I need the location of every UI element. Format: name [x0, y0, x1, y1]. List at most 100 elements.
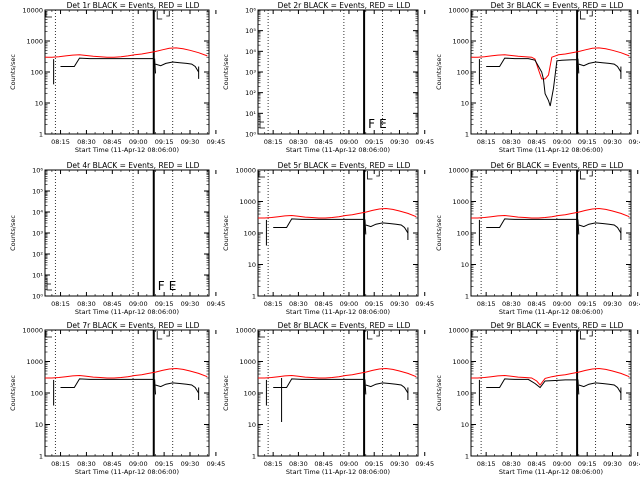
flag-letter: E: [379, 117, 387, 131]
y-axis-label: Counts/sec: [9, 375, 17, 411]
y-tick-label: 10²: [32, 251, 43, 259]
panel-9: Det 9r BLACK = Events, RED = LLD 1 10 100 10…: [435, 321, 640, 476]
y-tick-label: 1000: [452, 198, 469, 206]
x-tick-label: 08:30: [289, 460, 308, 468]
plot-frame: [44, 9, 210, 135]
top-bracket: [156, 11, 170, 20]
flag-letter: E: [169, 279, 177, 293]
y-axis-label: Counts/sec: [435, 215, 443, 251]
top-bracket: [367, 331, 380, 340]
x-tick-label: 09:15: [365, 300, 384, 308]
x-axis-label: Start Time (11-Apr-12 08:06:00): [286, 308, 390, 316]
lld-series-line: [258, 207, 417, 219]
y-tick-label: 10: [248, 421, 256, 429]
y-tick-label: 1000: [26, 358, 43, 366]
x-tick-label: 09:15: [155, 138, 174, 146]
y-tick-label: 1000: [452, 38, 469, 46]
plot-frame: [257, 9, 419, 135]
x-tick-label: 09:15: [365, 138, 384, 146]
x-tick-label: 09:45: [628, 300, 640, 308]
top-left-bracket: [471, 171, 478, 178]
events-series-line: [60, 57, 200, 73]
x-tick-label: 09:00: [553, 138, 572, 146]
events-gap-drop: [154, 58, 156, 74]
events-gap-drop: [577, 219, 580, 235]
x-tick-label: 09:45: [628, 138, 640, 146]
events-gap-drop: [364, 219, 367, 235]
y-tick-label: 10⁴: [32, 209, 43, 217]
x-tick-label: 09:45: [207, 460, 226, 468]
y-tick-label: 100: [457, 230, 469, 238]
lld-series-line: [45, 47, 208, 58]
x-tick-label: 09:45: [207, 300, 226, 308]
y-tick-label: 10⁰: [245, 131, 256, 139]
events-series-line: [486, 57, 622, 107]
x-tick-label: 09:00: [129, 300, 148, 308]
x-tick-label: 09:45: [415, 138, 434, 146]
y-axis-label: Counts/sec: [222, 375, 230, 411]
top-left-bracket: [45, 331, 52, 338]
y-tick-label: 10000: [448, 167, 469, 175]
events-gap-drop: [577, 379, 580, 395]
x-tick-label: 08:45: [103, 300, 122, 308]
events-series-line: [60, 378, 200, 394]
panel-title: Det 7r BLACK = Events, RED = LLD: [67, 321, 200, 330]
panel-title: Det 2r BLACK = Events, RED = LLD: [278, 1, 411, 10]
y-tick-label: 1: [252, 453, 256, 461]
x-tick-label: 08:45: [527, 300, 546, 308]
panel-4: Det 4r BLACK = Events, RED = LLD 10⁰ 10¹ 10…: [9, 161, 225, 316]
x-tick-label: 09:00: [340, 300, 359, 308]
x-tick-label: 09:30: [181, 300, 200, 308]
x-tick-label: 09:45: [415, 460, 434, 468]
y-tick-label: 1000: [239, 358, 256, 366]
y-tick-label: 10: [248, 261, 256, 269]
plot-frame: [470, 169, 632, 297]
x-tick-label: 09:00: [129, 138, 148, 146]
plot-frame: [470, 329, 632, 457]
x-axis-label: Start Time (11-Apr-12 08:06:00): [286, 146, 390, 154]
x-tick-label: 08:45: [103, 138, 122, 146]
y-tick-label: 100: [244, 390, 256, 398]
y-tick-label: 10000: [22, 7, 43, 15]
y-tick-label: 10⁶: [245, 7, 256, 15]
panel-7: Det 7r BLACK = Events, RED = LLD 1 10 100 10…: [9, 321, 225, 476]
x-tick-label: 08:15: [51, 300, 70, 308]
panel-3: Det 3r BLACK = Events, RED = LLD 1 10 100 10…: [435, 1, 640, 154]
x-axis-label: Start Time (11-Apr-12 08:06:00): [286, 468, 390, 476]
top-bracket: [580, 331, 593, 340]
y-tick-label: 10¹: [245, 110, 256, 118]
y-tick-label: 10000: [235, 167, 256, 175]
panel-title: Det 3r BLACK = Events, RED = LLD: [491, 1, 624, 10]
x-tick-label: 08:45: [527, 460, 546, 468]
x-tick-label: 09:30: [603, 460, 622, 468]
top-bracket: [367, 171, 380, 180]
y-tick-label: 1: [39, 131, 43, 139]
x-tick-label: 08:30: [289, 138, 308, 146]
bottom-left-bracket: [259, 116, 265, 129]
y-tick-label: 1: [465, 131, 469, 139]
y-tick-label: 10000: [22, 327, 43, 335]
x-tick-label: 08:30: [77, 460, 96, 468]
y-tick-label: 1000: [26, 38, 43, 46]
y-tick-label: 100: [244, 230, 256, 238]
y-tick-label: 10: [35, 100, 43, 108]
y-tick-label: 10: [461, 421, 469, 429]
y-tick-label: 1000: [452, 358, 469, 366]
x-axis-label: Start Time (11-Apr-12 08:06:00): [499, 308, 603, 316]
y-tick-label: 100: [31, 69, 43, 77]
x-tick-label: 08:45: [314, 300, 333, 308]
lld-series-line: [471, 47, 630, 80]
x-tick-label: 09:15: [578, 138, 597, 146]
lld-series-line: [471, 367, 630, 386]
y-axis-label: Counts/sec: [435, 375, 443, 411]
y-axis-label: Counts/sec: [9, 215, 17, 251]
x-tick-label: 08:15: [477, 460, 496, 468]
y-tick-label: 10¹: [32, 272, 43, 280]
x-tick-label: 09:45: [415, 300, 434, 308]
y-tick-label: 10⁴: [245, 48, 256, 56]
x-tick-label: 08:15: [264, 460, 283, 468]
x-axis-label: Start Time (11-Apr-12 08:06:00): [75, 308, 179, 316]
y-axis-label: Counts/sec: [9, 54, 17, 90]
events-series-line: [273, 378, 409, 394]
flag-letter: F: [368, 117, 375, 131]
